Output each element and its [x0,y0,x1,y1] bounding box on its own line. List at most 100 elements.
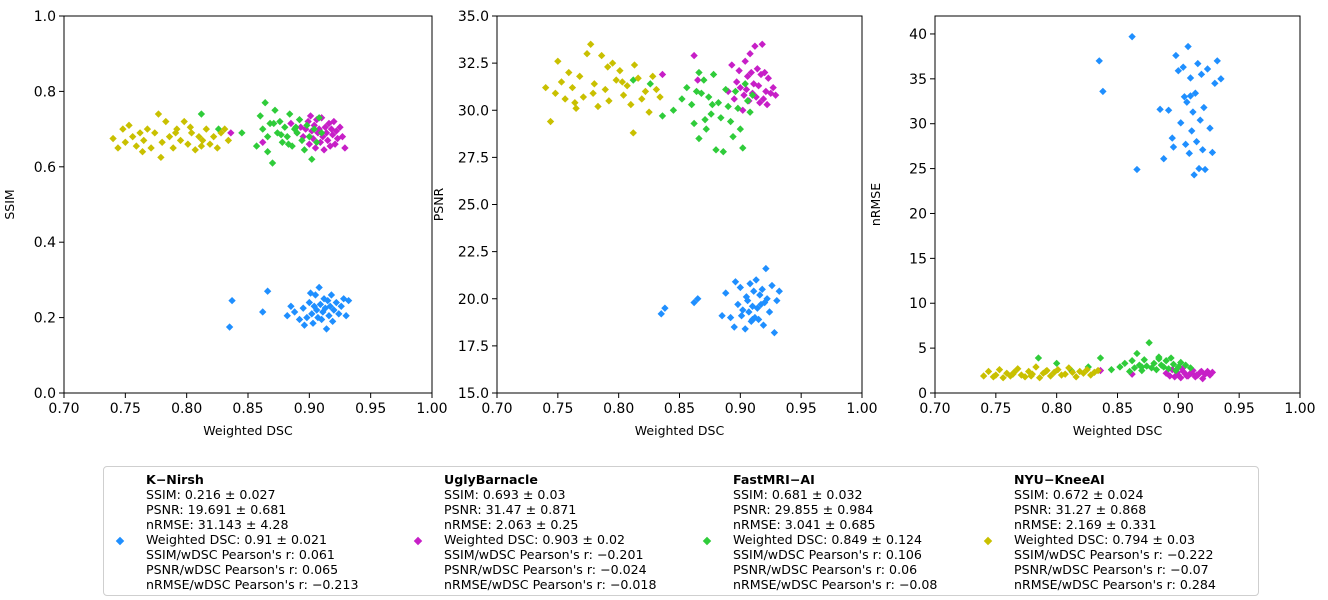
data-point [638,95,646,103]
data-point [1095,57,1103,65]
legend-marker-fastmri-ai [702,536,712,546]
data-point [658,70,667,79]
data-point [1185,149,1193,158]
y-axis-label: nRMSE [868,183,883,226]
data-point [712,146,720,154]
data-point [718,312,726,320]
data-point [332,127,340,135]
data-point [754,315,763,324]
data-point [683,83,691,92]
data-point [741,57,749,65]
data-point [129,132,137,141]
data-point [238,129,246,137]
data-point [705,93,713,101]
data-point [322,325,331,333]
data-point [1128,32,1136,41]
data-point [741,80,749,88]
data-point [305,140,314,148]
data-point [765,308,774,316]
y-tick-label: 0.0 [34,386,56,402]
x-tick-label: 0.90 [294,401,325,417]
data-point [658,112,667,120]
legend-stat-line: SSIM/wDSC Pearson's r: −0.222 [1014,547,1214,562]
data-point [287,302,295,310]
data-point [259,308,267,316]
data-point [221,125,229,133]
y-tick-label: 20 [909,206,927,222]
data-point [1198,146,1207,154]
data-point [652,85,661,94]
legend-stat-line: PSNR/wDSC Pearson's r: 0.06 [733,562,918,577]
legend-entry-nyu-kneeai: NYU−KneeAI SSIM: 0.672 ± 0.024 PSNR: 31.… [972,472,1257,594]
data-point [328,131,337,139]
legend-text-uglybarnacle: UglyBarnacle SSIM: 0.693 ± 0.03 PSNR: 31… [444,472,656,592]
data-point [1145,339,1153,347]
data-point [737,312,746,320]
data-points [541,40,783,337]
data-point [325,312,333,320]
data-point [191,146,199,154]
x-axis-label: Weighted DSC [1073,423,1163,438]
y-tick-label: 10 [909,296,927,312]
data-point [263,287,272,295]
data-point [572,104,580,113]
data-point [763,100,771,109]
data-point [283,312,291,320]
data-point [1099,87,1107,96]
data-point [1217,75,1225,83]
data-point [722,289,730,297]
legend-marker-nyu-kneeai [983,536,993,546]
data-point [579,93,588,101]
data-point [731,278,740,286]
data-point [1128,357,1136,365]
x-tick-label: 0.75 [980,401,1011,417]
data-point [746,279,754,288]
data-point [278,138,287,146]
y-tick-label: 15.0 [458,386,489,402]
data-point [330,306,338,314]
data-point [719,148,727,156]
data-point [1125,367,1134,376]
legend-stat-line: Weighted DSC: 0.91 ± 0.021 [146,532,328,547]
data-point [330,117,338,126]
data-point [306,112,315,120]
data-point [775,287,783,295]
data-point [184,140,192,148]
data-point [561,95,569,103]
y-tick-label: 17.5 [458,339,489,355]
data-point [724,102,732,111]
data-point [992,371,1000,379]
data-point [605,97,613,105]
data-point [768,281,776,290]
data-point [702,125,710,133]
data-point [746,50,754,58]
data-point [739,306,747,314]
legend-name: UglyBarnacle [444,472,538,487]
data-point [728,61,736,69]
legend-stat-line: PSNR/wDSC Pearson's r: −0.07 [1014,562,1209,577]
legend-stat-line: PSNR: 31.47 ± 0.871 [444,502,577,517]
data-point [270,119,278,128]
data-point [1162,357,1170,365]
data-point [169,144,177,152]
data-point [138,148,147,156]
data-point [1034,354,1043,362]
x-tick-label: 0.85 [232,401,263,417]
x-tick-label: 1.00 [1284,401,1315,417]
data-point [114,144,122,152]
data-point [697,89,706,97]
legend-stat-line: Weighted DSC: 0.849 ± 0.124 [733,532,923,547]
data-point [321,123,329,131]
y-tick-label: 35 [909,72,927,88]
data-point [709,70,718,79]
data-point [669,106,678,114]
data-point [656,93,664,101]
data-point [1107,365,1116,374]
data-point [678,95,686,103]
data-point [649,72,657,80]
data-point [186,123,195,131]
data-point [261,99,269,107]
data-point [657,310,665,318]
data-point [1009,370,1017,378]
data-point [627,100,635,109]
